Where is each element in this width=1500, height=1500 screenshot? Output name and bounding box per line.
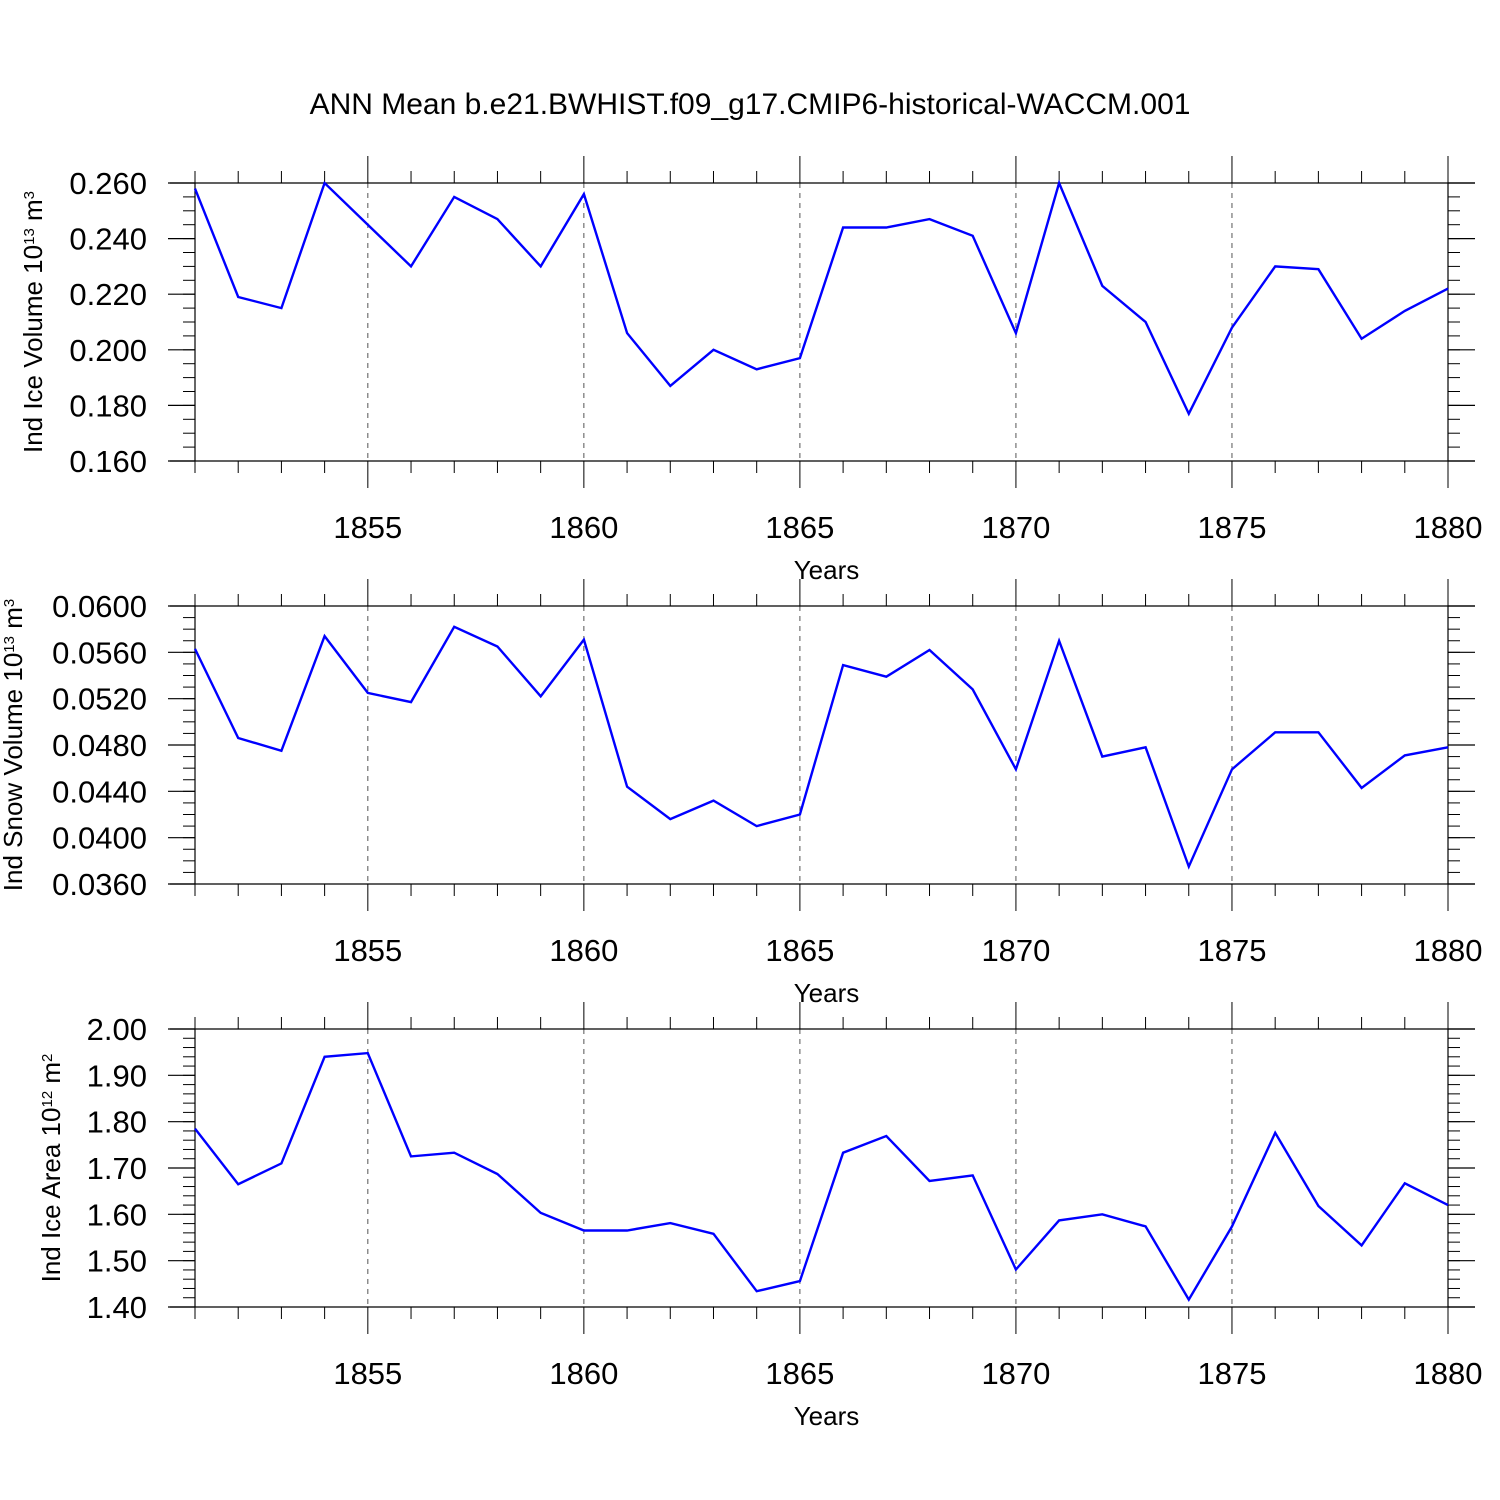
y-tick-label: 0.0520 — [52, 682, 147, 717]
y-tick-label: 0.0480 — [52, 728, 147, 763]
y-tick-label: 1.60 — [87, 1197, 147, 1232]
x-tick-label: 1880 — [1414, 510, 1483, 545]
y-tick-label: 1.80 — [87, 1105, 147, 1140]
y-axis-title-part: Ind Ice Area — [36, 1136, 66, 1282]
x-tick-label: 1875 — [1197, 933, 1266, 968]
x-tick-label: 1880 — [1414, 933, 1483, 968]
y-tick-label: 0.0600 — [52, 589, 147, 624]
x-tick-label: 1860 — [549, 933, 618, 968]
x-tick-label: 1860 — [549, 510, 618, 545]
x-tick-label: 1870 — [981, 1356, 1050, 1391]
y-tick-label: 0.180 — [69, 388, 147, 423]
x-tick-label: 1855 — [333, 933, 402, 968]
y-tick-label: 0.0400 — [52, 821, 147, 856]
y-axis-title-part: Ind Ice Volume — [18, 274, 48, 453]
x-tick-label: 1870 — [981, 510, 1050, 545]
x-axis-title: Years — [794, 978, 860, 1008]
figure-title: ANN Mean b.e21.BWHIST.f09_g17.CMIP6-hist… — [309, 88, 1191, 121]
y-tick-label: 1.50 — [87, 1244, 147, 1279]
x-axis-title: Years — [794, 1401, 860, 1431]
y-tick-label: 0.0560 — [52, 635, 147, 670]
x-tick-label: 1865 — [765, 933, 834, 968]
x-tick-label: 1865 — [765, 510, 834, 545]
y-axis-title-superscript: 3 — [21, 191, 38, 199]
y-tick-label: 1.70 — [87, 1151, 147, 1186]
y-axis-title-superscript: 13 — [21, 228, 38, 245]
series-line — [193, 625, 1449, 870]
panel-ice-area: 1.40 1.50 1.60 1.70 1.80 1.90 2.00 1855 1860 1865… — [36, 1002, 1482, 1431]
y-tick-label: 0.200 — [69, 333, 147, 368]
y-axis-title-part: 10 — [36, 1108, 66, 1137]
y-axis-title-superscript: 13 — [1, 636, 18, 653]
y-tick-label: 1.40 — [87, 1290, 147, 1325]
y-axis-title-part: m — [36, 1062, 66, 1091]
y-axis-title-superscript: 3 — [1, 599, 18, 607]
panel-ice-volume: 0.160 0.180 0.200 0.220 0.240 0.260 1855 1860 18… — [18, 156, 1482, 585]
x-tick-label: 1865 — [765, 1356, 834, 1391]
x-tick-label: 1875 — [1197, 510, 1266, 545]
y-tick-label: 0.260 — [69, 166, 147, 201]
x-tick-label: 1855 — [333, 510, 402, 545]
x-tick-label: 1860 — [549, 1356, 618, 1391]
y-axis-title-superscript: 12 — [39, 1091, 56, 1108]
y-axis-title: Ind Ice Area 1012 m2 — [36, 1054, 66, 1283]
x-tick-label: 1870 — [981, 933, 1050, 968]
y-axis-title-part: m — [18, 199, 48, 228]
y-axis-title-superscript: 2 — [39, 1054, 56, 1062]
series-line — [193, 179, 1449, 417]
x-tick-label: 1880 — [1414, 1356, 1483, 1391]
y-tick-label: 0.240 — [69, 222, 147, 257]
y-axis-title-part: 10 — [0, 653, 28, 682]
x-axis-title: Years — [794, 555, 860, 585]
y-tick-label: 2.00 — [87, 1012, 147, 1047]
y-axis-title: Ind Snow Volume 1013 m3 — [0, 599, 28, 891]
y-axis-title-part: Ind Snow Volume — [0, 682, 28, 892]
y-axis-title: Ind Ice Volume 1013 m3 — [18, 191, 48, 453]
y-tick-label: 0.0360 — [52, 867, 147, 902]
y-tick-label: 1.90 — [87, 1058, 147, 1093]
series-line — [194, 1051, 1449, 1302]
x-tick-label: 1855 — [333, 1356, 402, 1391]
y-axis-title-part: 10 — [18, 245, 48, 274]
panel-snow-volume: 0.0360 0.0400 0.0440 0.0480 0.0520 0.0560 0.06… — [0, 579, 1482, 1008]
x-tick-label: 1875 — [1197, 1356, 1266, 1391]
y-tick-label: 0.0440 — [52, 774, 147, 809]
y-axis-title-part: m — [0, 607, 28, 636]
y-tick-label: 0.160 — [69, 444, 147, 479]
y-tick-label: 0.220 — [69, 277, 147, 312]
